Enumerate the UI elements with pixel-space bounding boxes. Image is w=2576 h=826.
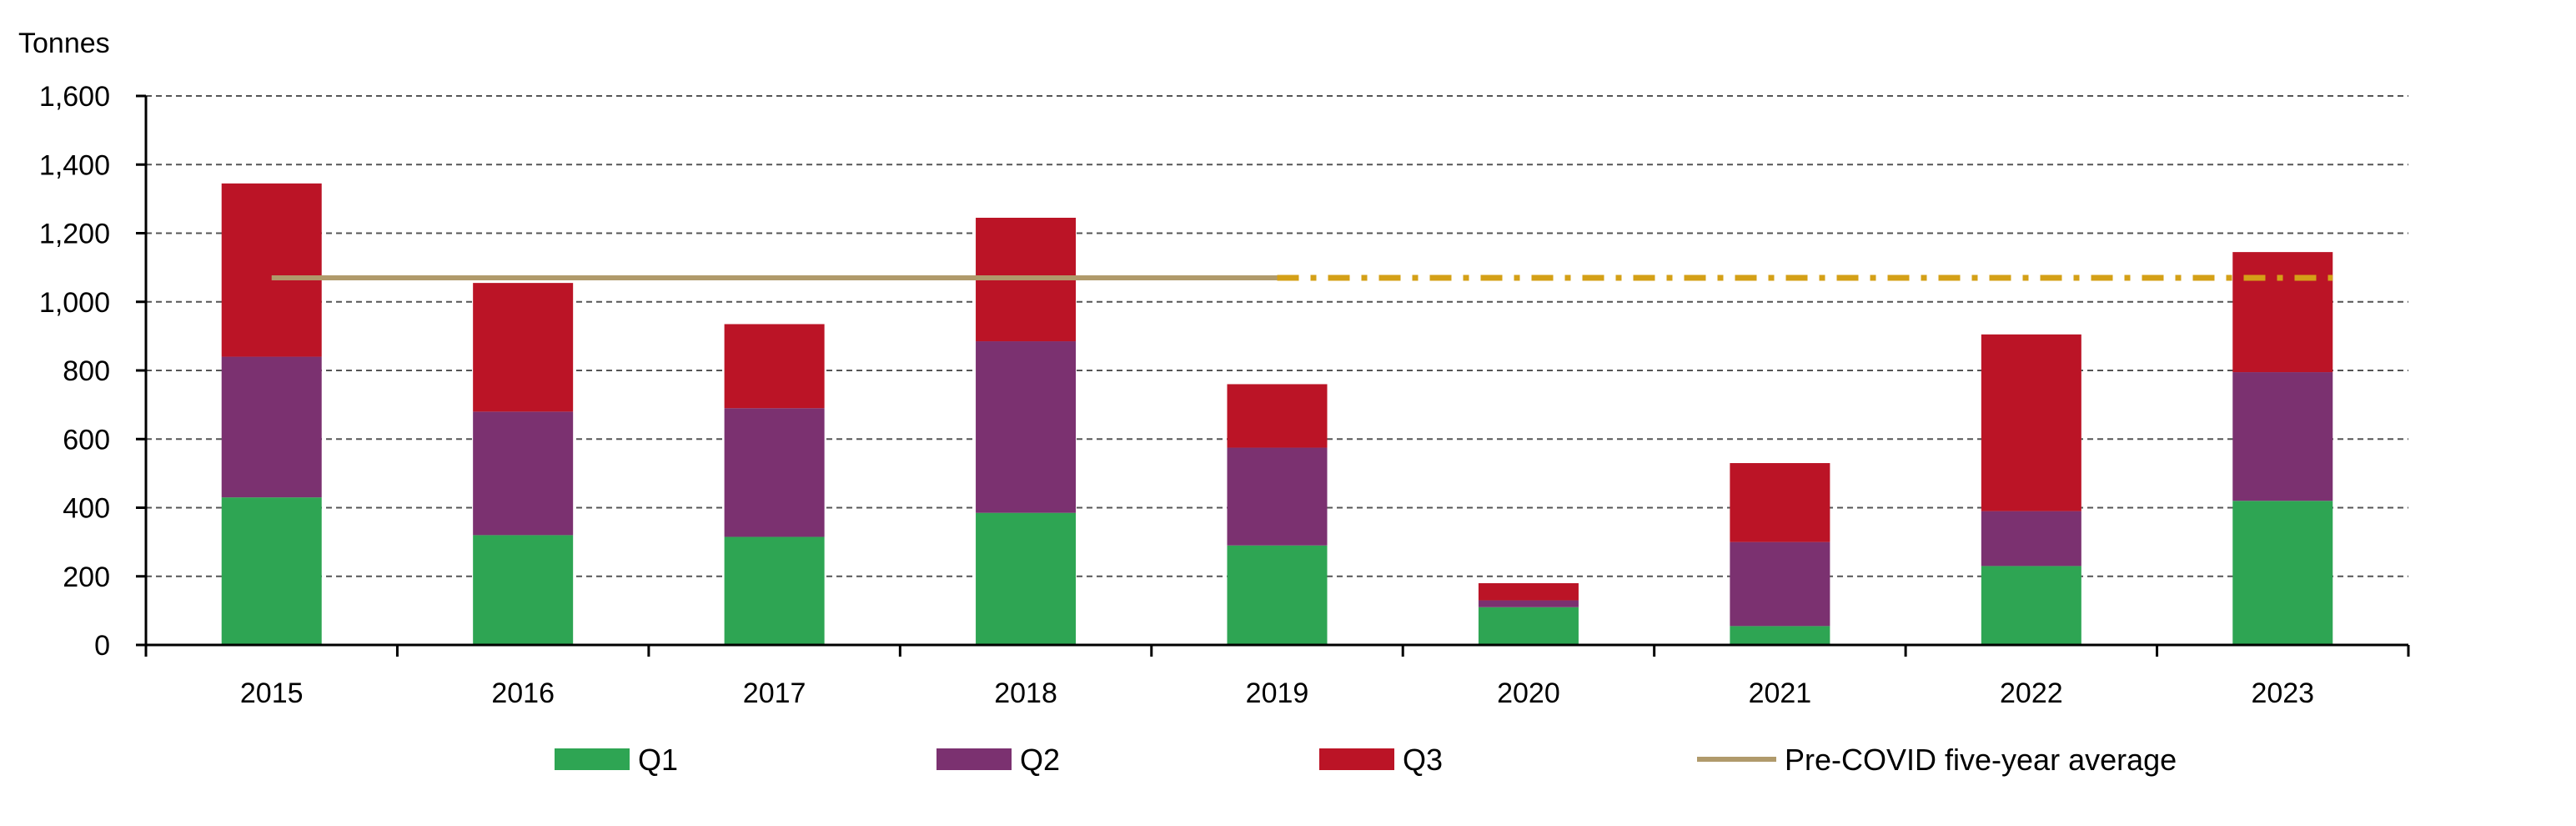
bar-q1-2021 [1730, 626, 1830, 645]
legend-label-q2: Q2 [1020, 743, 1060, 777]
x-tick-label: 2019 [1246, 677, 1309, 709]
x-tick-label: 2018 [994, 677, 1057, 709]
bar-q3-2019 [1227, 384, 1328, 448]
bar-q3-2020 [1478, 582, 1579, 601]
bar-q1-2017 [724, 536, 825, 645]
y-tick-label: 1,400 [39, 149, 110, 181]
bar-q2-2016 [473, 411, 574, 536]
legend-swatch-q2 [936, 748, 1012, 770]
legend: Q1 Q2 Q3 Pre-COVID five-year average [555, 743, 2177, 777]
bar-q1-2015 [221, 497, 322, 645]
x-tick-label: 2015 [240, 677, 304, 709]
bar-q3-2022 [1981, 334, 2081, 511]
bar-q3-2016 [473, 283, 574, 412]
y-tick-label: 1,000 [39, 287, 110, 319]
y-tick-label: 600 [63, 424, 110, 456]
legend-swatch-q1 [555, 748, 630, 770]
bar-q1-2022 [1981, 566, 2081, 645]
y-tick-label: 200 [63, 562, 110, 593]
x-tick-label: 2016 [491, 677, 555, 709]
y-axis-ticks: 0 200 400 600 800 1,000 1,200 1,400 1,600 [39, 81, 146, 662]
legend-label-q3: Q3 [1403, 743, 1443, 777]
bars-group [221, 183, 2333, 645]
bar-q1-2016 [473, 535, 574, 645]
bar-q1-2019 [1227, 545, 1328, 645]
bar-q1-2018 [976, 512, 1077, 645]
bar-q2-2015 [221, 356, 322, 498]
x-tick-label: 2017 [743, 677, 806, 709]
bar-q3-2021 [1730, 463, 1830, 542]
y-tick-label: 400 [63, 493, 110, 525]
y-tick-label: 1,600 [39, 81, 110, 113]
bar-q3-2017 [724, 324, 825, 409]
bar-q2-2021 [1730, 541, 1830, 627]
x-tick-label: 2021 [1749, 677, 1812, 709]
x-tick-label: 2023 [2251, 677, 2314, 709]
bar-q2-2019 [1227, 447, 1328, 546]
bar-q2-2022 [1981, 511, 2081, 567]
bar-q3-2023 [2232, 252, 2333, 373]
legend-label-q1: Q1 [638, 743, 678, 777]
x-axis-ticks: 2015 2016 2017 2018 2019 2020 2021 2022 2023 [144, 645, 2410, 709]
x-tick-label: 2020 [1497, 677, 1560, 709]
bar-q2-2023 [2232, 372, 2333, 501]
y-tick-label: 0 [94, 630, 110, 662]
x-tick-label: 2022 [2000, 677, 2063, 709]
y-axis-unit-label: Tonnes [18, 28, 110, 59]
y-tick-label: 1,200 [39, 219, 110, 250]
bar-q1-2023 [2232, 501, 2333, 645]
legend-label-average: Pre-COVID five-year average [1785, 743, 2177, 777]
bar-q3-2015 [221, 183, 322, 357]
bar-q1-2020 [1478, 607, 1579, 645]
y-tick-label: 800 [63, 355, 110, 387]
legend-swatch-q3 [1319, 748, 1394, 770]
bar-q2-2018 [976, 341, 1077, 513]
bar-q2-2017 [724, 408, 825, 537]
bar-q2-2020 [1478, 600, 1579, 607]
